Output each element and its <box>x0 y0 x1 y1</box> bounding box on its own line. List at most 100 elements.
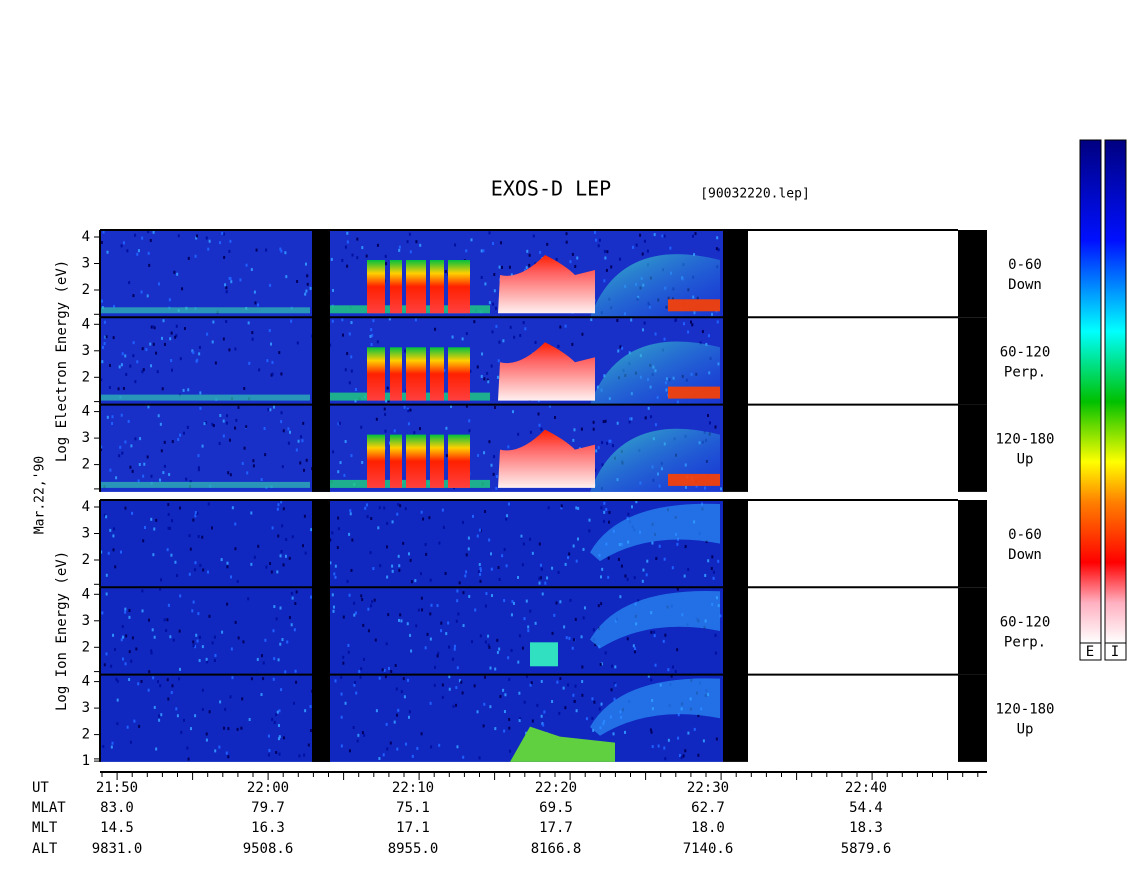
noise <box>538 423 541 427</box>
noise <box>106 415 109 419</box>
noise <box>346 264 349 268</box>
noise <box>224 283 227 287</box>
noise <box>503 710 506 714</box>
y-axis-label: Log Electron Energy (eV) <box>54 260 70 462</box>
orbit-value: 5879.6 <box>841 841 892 857</box>
noise <box>162 471 165 475</box>
noise <box>707 413 710 417</box>
noise <box>455 619 458 623</box>
orbit-row-label: MLAT <box>32 800 66 816</box>
noise <box>574 264 577 268</box>
y-tick-label: 4 <box>82 316 90 332</box>
noise <box>650 730 653 734</box>
direction-label: Down <box>1008 547 1042 563</box>
noise <box>120 413 123 417</box>
noise <box>409 250 412 254</box>
noise <box>385 722 388 726</box>
noise <box>658 544 661 548</box>
noise <box>255 248 258 252</box>
noise <box>267 408 270 412</box>
noise <box>153 635 156 639</box>
noise <box>408 710 411 714</box>
noise <box>556 680 559 684</box>
noise <box>222 419 225 423</box>
noise <box>394 663 397 667</box>
noise <box>261 654 264 658</box>
noise <box>304 292 307 296</box>
noise <box>353 613 356 617</box>
noise <box>437 651 440 655</box>
noise <box>395 687 398 691</box>
noise <box>507 502 510 506</box>
noise <box>130 659 133 663</box>
noise <box>581 679 584 683</box>
data-gap <box>958 317 987 405</box>
noise <box>267 753 270 757</box>
noise <box>630 505 633 509</box>
noise <box>477 570 480 574</box>
noise <box>641 252 644 256</box>
noise <box>103 342 106 346</box>
noise <box>136 252 139 256</box>
noise <box>400 690 403 694</box>
noise <box>124 506 127 510</box>
noise <box>174 560 177 564</box>
noise <box>399 504 402 508</box>
noise <box>502 339 505 343</box>
noise <box>199 391 202 395</box>
y-tick-label: 4 <box>82 674 90 690</box>
noise <box>664 757 667 761</box>
noise <box>402 541 405 545</box>
noise <box>302 421 305 425</box>
noise <box>378 757 381 761</box>
noise <box>276 710 279 714</box>
noise <box>503 599 506 603</box>
orbit-value: 79.7 <box>251 800 285 816</box>
noise <box>182 388 185 392</box>
noise <box>138 724 141 728</box>
data-gap <box>312 404 330 492</box>
noise <box>487 634 490 638</box>
noise <box>168 472 171 476</box>
noise <box>166 548 169 552</box>
noise <box>121 451 124 455</box>
noise <box>572 638 575 642</box>
angle-label: 0-60 <box>1008 257 1042 273</box>
noise <box>478 756 481 760</box>
noise <box>559 677 562 681</box>
noise <box>678 754 681 758</box>
noise <box>170 690 173 694</box>
y-tick-label: 3 <box>82 430 90 446</box>
noise <box>227 471 230 475</box>
noise <box>348 381 351 385</box>
noise <box>187 388 190 392</box>
noise <box>619 257 622 261</box>
noise <box>268 329 271 333</box>
noise <box>377 526 380 530</box>
noise <box>278 735 281 739</box>
noise <box>445 454 448 458</box>
noise <box>116 698 119 702</box>
noise <box>607 575 610 579</box>
noise <box>421 608 424 612</box>
noise <box>384 412 387 416</box>
noise <box>247 597 250 601</box>
noise <box>115 677 118 681</box>
no-data <box>748 587 958 675</box>
noise <box>163 618 166 622</box>
noise <box>376 340 379 344</box>
spectrogram-panel: 4 3 2 60-120 Perp. <box>82 586 1050 675</box>
noise <box>105 592 108 596</box>
noise <box>643 239 646 243</box>
noise <box>276 570 279 574</box>
noise <box>280 500 283 504</box>
noise <box>150 364 153 368</box>
noise <box>441 695 444 699</box>
y-tick-label: 4 <box>82 586 90 602</box>
noise <box>212 424 215 428</box>
noise <box>350 355 353 359</box>
noise <box>541 592 544 596</box>
noise <box>594 643 597 647</box>
noise <box>476 534 479 538</box>
noise <box>347 643 350 647</box>
